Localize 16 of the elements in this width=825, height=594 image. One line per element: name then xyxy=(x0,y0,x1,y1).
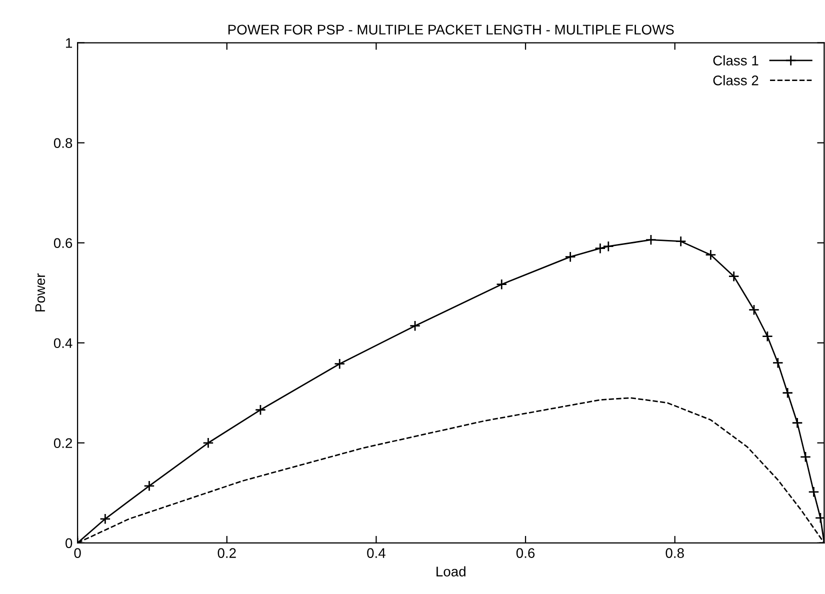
y-axis-title: Power xyxy=(35,273,46,312)
y-tick-label: 0.4 xyxy=(54,338,72,348)
x-tick-label: 0 xyxy=(74,548,81,558)
y-tick-label: 0.2 xyxy=(54,438,72,448)
y-tick-label: 1 xyxy=(66,38,72,48)
y-tick-label: 0 xyxy=(66,538,72,548)
x-tick-label: 0.8 xyxy=(666,548,684,558)
chart-title: POWER FOR PSP - MULTIPLE PACKET LENGTH - MULTIPLE FLOWS xyxy=(228,24,674,35)
x-tick-label: 0.2 xyxy=(218,548,236,558)
x-axis-title: Load xyxy=(436,566,466,576)
legend-label: Class 1 xyxy=(713,55,758,66)
x-tick-label: 0.4 xyxy=(367,548,386,558)
y-tick-label: 0.8 xyxy=(54,138,72,148)
legend-label: Class 2 xyxy=(713,75,758,86)
y-tick-label: 0.6 xyxy=(54,238,72,248)
x-tick-label: 0.6 xyxy=(516,548,535,558)
